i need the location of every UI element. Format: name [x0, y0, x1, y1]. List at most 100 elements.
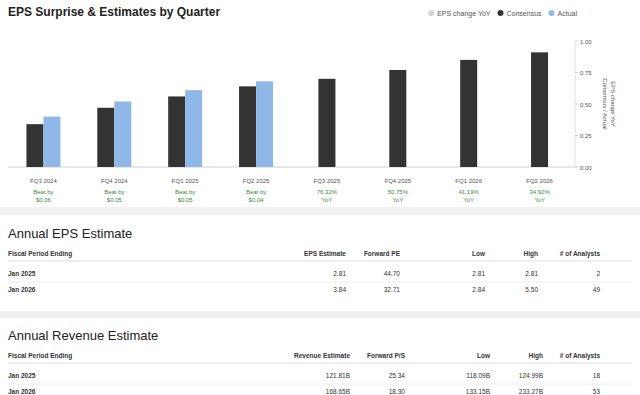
table-cell: 32.71	[384, 286, 401, 293]
table-cell: 2	[596, 270, 600, 277]
table-header: Low	[472, 250, 486, 257]
annotation: 34.92%	[529, 189, 550, 195]
x-tick-label: FQ3 2024	[30, 178, 57, 184]
table-cell: 2.81	[472, 270, 485, 277]
legend-marker	[498, 10, 504, 16]
annotation: YoY	[534, 197, 545, 203]
annotation: 41.19%	[459, 189, 480, 195]
x-tick-label: FQ2 2025	[243, 178, 270, 184]
table-header: # of Analysts	[560, 352, 601, 360]
table-cell: 44.70	[384, 270, 401, 277]
table-cell: 18	[593, 372, 601, 379]
table-cell: 2.81	[525, 270, 538, 277]
table-rule	[8, 282, 632, 283]
table-header: High	[529, 352, 543, 360]
legend-item: Actual	[549, 10, 578, 17]
table-cell: 133.15B	[466, 388, 490, 395]
annotation: Beat by	[104, 189, 124, 195]
bar	[460, 60, 477, 167]
legend-item: Consensus	[498, 10, 543, 17]
table-header: EPS Estimate	[304, 250, 346, 257]
legend-marker	[428, 10, 434, 16]
y-tick-label: 0.25	[580, 133, 592, 139]
table-cell: 18.30	[389, 388, 406, 395]
y-tick-label: 0.75	[580, 70, 592, 76]
legend-label: Consensus	[507, 10, 543, 17]
legend-marker	[549, 10, 555, 16]
eps-table-card	[0, 215, 640, 311]
table-cell: 168.65B	[326, 388, 350, 395]
y-axis-line	[575, 41, 576, 167]
x-tick-label: FQ4 2025	[384, 178, 411, 184]
y-tick-label: 1.00	[580, 39, 592, 45]
table-cell: Jan 2025	[8, 270, 36, 277]
table-title: Annual EPS Estimate	[8, 226, 132, 241]
y-axis-label: EPS change YoYConsensus / Actual	[602, 78, 616, 129]
x-tick-label: FQ1 2025	[172, 178, 199, 184]
canvas: EPS Surprise & Estimates by Quarter EPS c…	[0, 0, 640, 395]
table-title: Annual Revenue Estimate	[8, 328, 158, 343]
table-header: Forward PE	[364, 250, 401, 257]
table-header: Fiscal Period Ending	[8, 352, 72, 360]
table-cell: 2.81	[333, 270, 346, 277]
table-cell: Jan 2026	[8, 388, 36, 395]
annotation: $0.04	[249, 197, 265, 203]
legend-label: EPS change YoY	[437, 10, 491, 18]
table-rule	[8, 363, 632, 364]
annotation: YoY	[392, 197, 403, 203]
table: Annual EPS Estimate Fiscal Period Ending E…	[8, 226, 632, 293]
annotation: Beat by	[175, 189, 195, 195]
bar	[43, 117, 60, 167]
annotation: $0.05	[178, 197, 194, 203]
x-tick-label: FQ1 2026	[455, 178, 482, 184]
table-cell: 121.81B	[326, 372, 350, 379]
table-header: Fiscal Period Ending	[8, 250, 72, 258]
table-header: # of Analysts	[560, 250, 601, 258]
table-cell: 53	[593, 388, 601, 395]
bar	[318, 79, 335, 167]
table-cell: 124.99B	[519, 372, 543, 379]
table-cell: Jan 2025	[8, 372, 36, 379]
table-cell: 2.84	[472, 286, 485, 293]
table-rule	[8, 261, 632, 262]
x-tick-label: FQ2 2026	[526, 178, 553, 184]
bar	[389, 70, 406, 167]
annotation: $0.05	[107, 197, 123, 203]
table-header: Forward P/S	[367, 352, 406, 359]
table: Annual Revenue Estimate Fiscal Period End…	[8, 328, 632, 395]
bar	[185, 90, 202, 167]
y-axis-label-line: Consensus / Actual	[602, 78, 608, 129]
chart-card	[0, 0, 640, 207]
table-cell: Jan 2026	[8, 286, 36, 293]
legend-item: EPS change YoY	[428, 10, 491, 18]
table-cell: 5.50	[525, 286, 538, 293]
legend: EPS change YoY Consensus Actual	[428, 10, 577, 18]
x-tick-label: FQ3 2025	[314, 178, 341, 184]
table-cell: 3.84	[333, 286, 346, 293]
bar	[97, 108, 114, 167]
y-tick-label: 0.00	[580, 165, 592, 171]
bar	[114, 101, 131, 167]
table-cell: 49	[593, 286, 601, 293]
annotation: $0.06	[36, 197, 52, 203]
y-axis-label-line: EPS change YoY	[610, 81, 616, 127]
bar	[256, 81, 273, 167]
annotation: YoY	[322, 197, 333, 203]
page: {"chart_data": {"type": "bar", "title": …	[0, 0, 640, 395]
bar	[26, 124, 43, 167]
annotation: 76.32%	[317, 189, 338, 195]
table-header: Low	[477, 352, 491, 359]
table-header: High	[524, 250, 538, 258]
x-axis-line	[8, 167, 575, 168]
table-cell: 118.09B	[466, 372, 490, 379]
bar	[168, 96, 185, 167]
bar	[531, 52, 548, 167]
annotation: Beat by	[246, 189, 266, 195]
annotation: Beat by	[33, 189, 53, 195]
table-header: Revenue Estimate	[294, 352, 350, 359]
table-cell: 25.34	[389, 372, 406, 379]
revenue-table-card	[0, 318, 640, 395]
bars	[26, 52, 548, 167]
chart-title: EPS Surprise & Estimates by Quarter	[8, 5, 220, 19]
annotation: YoY	[463, 197, 474, 203]
